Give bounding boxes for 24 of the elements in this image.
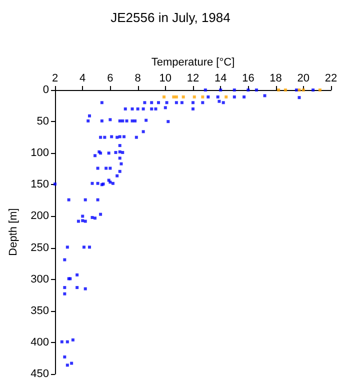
y-tick-label: 100 xyxy=(30,147,49,160)
y-tick-label: 150 xyxy=(30,178,49,191)
x-axis-title: Temperature [°C] xyxy=(151,56,235,68)
x-tick-label: 14 xyxy=(214,72,227,84)
x-tick-label: 2 xyxy=(52,72,58,84)
x-tick-label: 22 xyxy=(324,72,338,84)
x-tick-label: 4 xyxy=(80,72,86,84)
y-tick-label: 400 xyxy=(30,336,49,348)
x-tick-label: 10 xyxy=(159,72,172,84)
x-tick-label: 6 xyxy=(107,72,114,84)
x-tick-label: 8 xyxy=(134,72,141,84)
y-tick-label: 450 xyxy=(30,368,49,380)
x-tick-label: 18 xyxy=(270,72,282,84)
x-tick-label: 16 xyxy=(242,72,254,84)
y-tick-label: 250 xyxy=(30,242,49,254)
y-axis-title: Depth [m] xyxy=(8,208,20,256)
y-tick-label: 200 xyxy=(30,210,49,222)
y-tick-label: 350 xyxy=(30,304,49,317)
x-tick-label: 20 xyxy=(297,72,310,84)
chart-title: JE2556 in July, 1984 xyxy=(110,10,230,25)
y-tick-label: 50 xyxy=(36,116,49,128)
x-tick-label: 12 xyxy=(186,72,200,84)
y-tick-label: 0 xyxy=(42,84,49,96)
y-tick-label: 300 xyxy=(30,273,49,286)
